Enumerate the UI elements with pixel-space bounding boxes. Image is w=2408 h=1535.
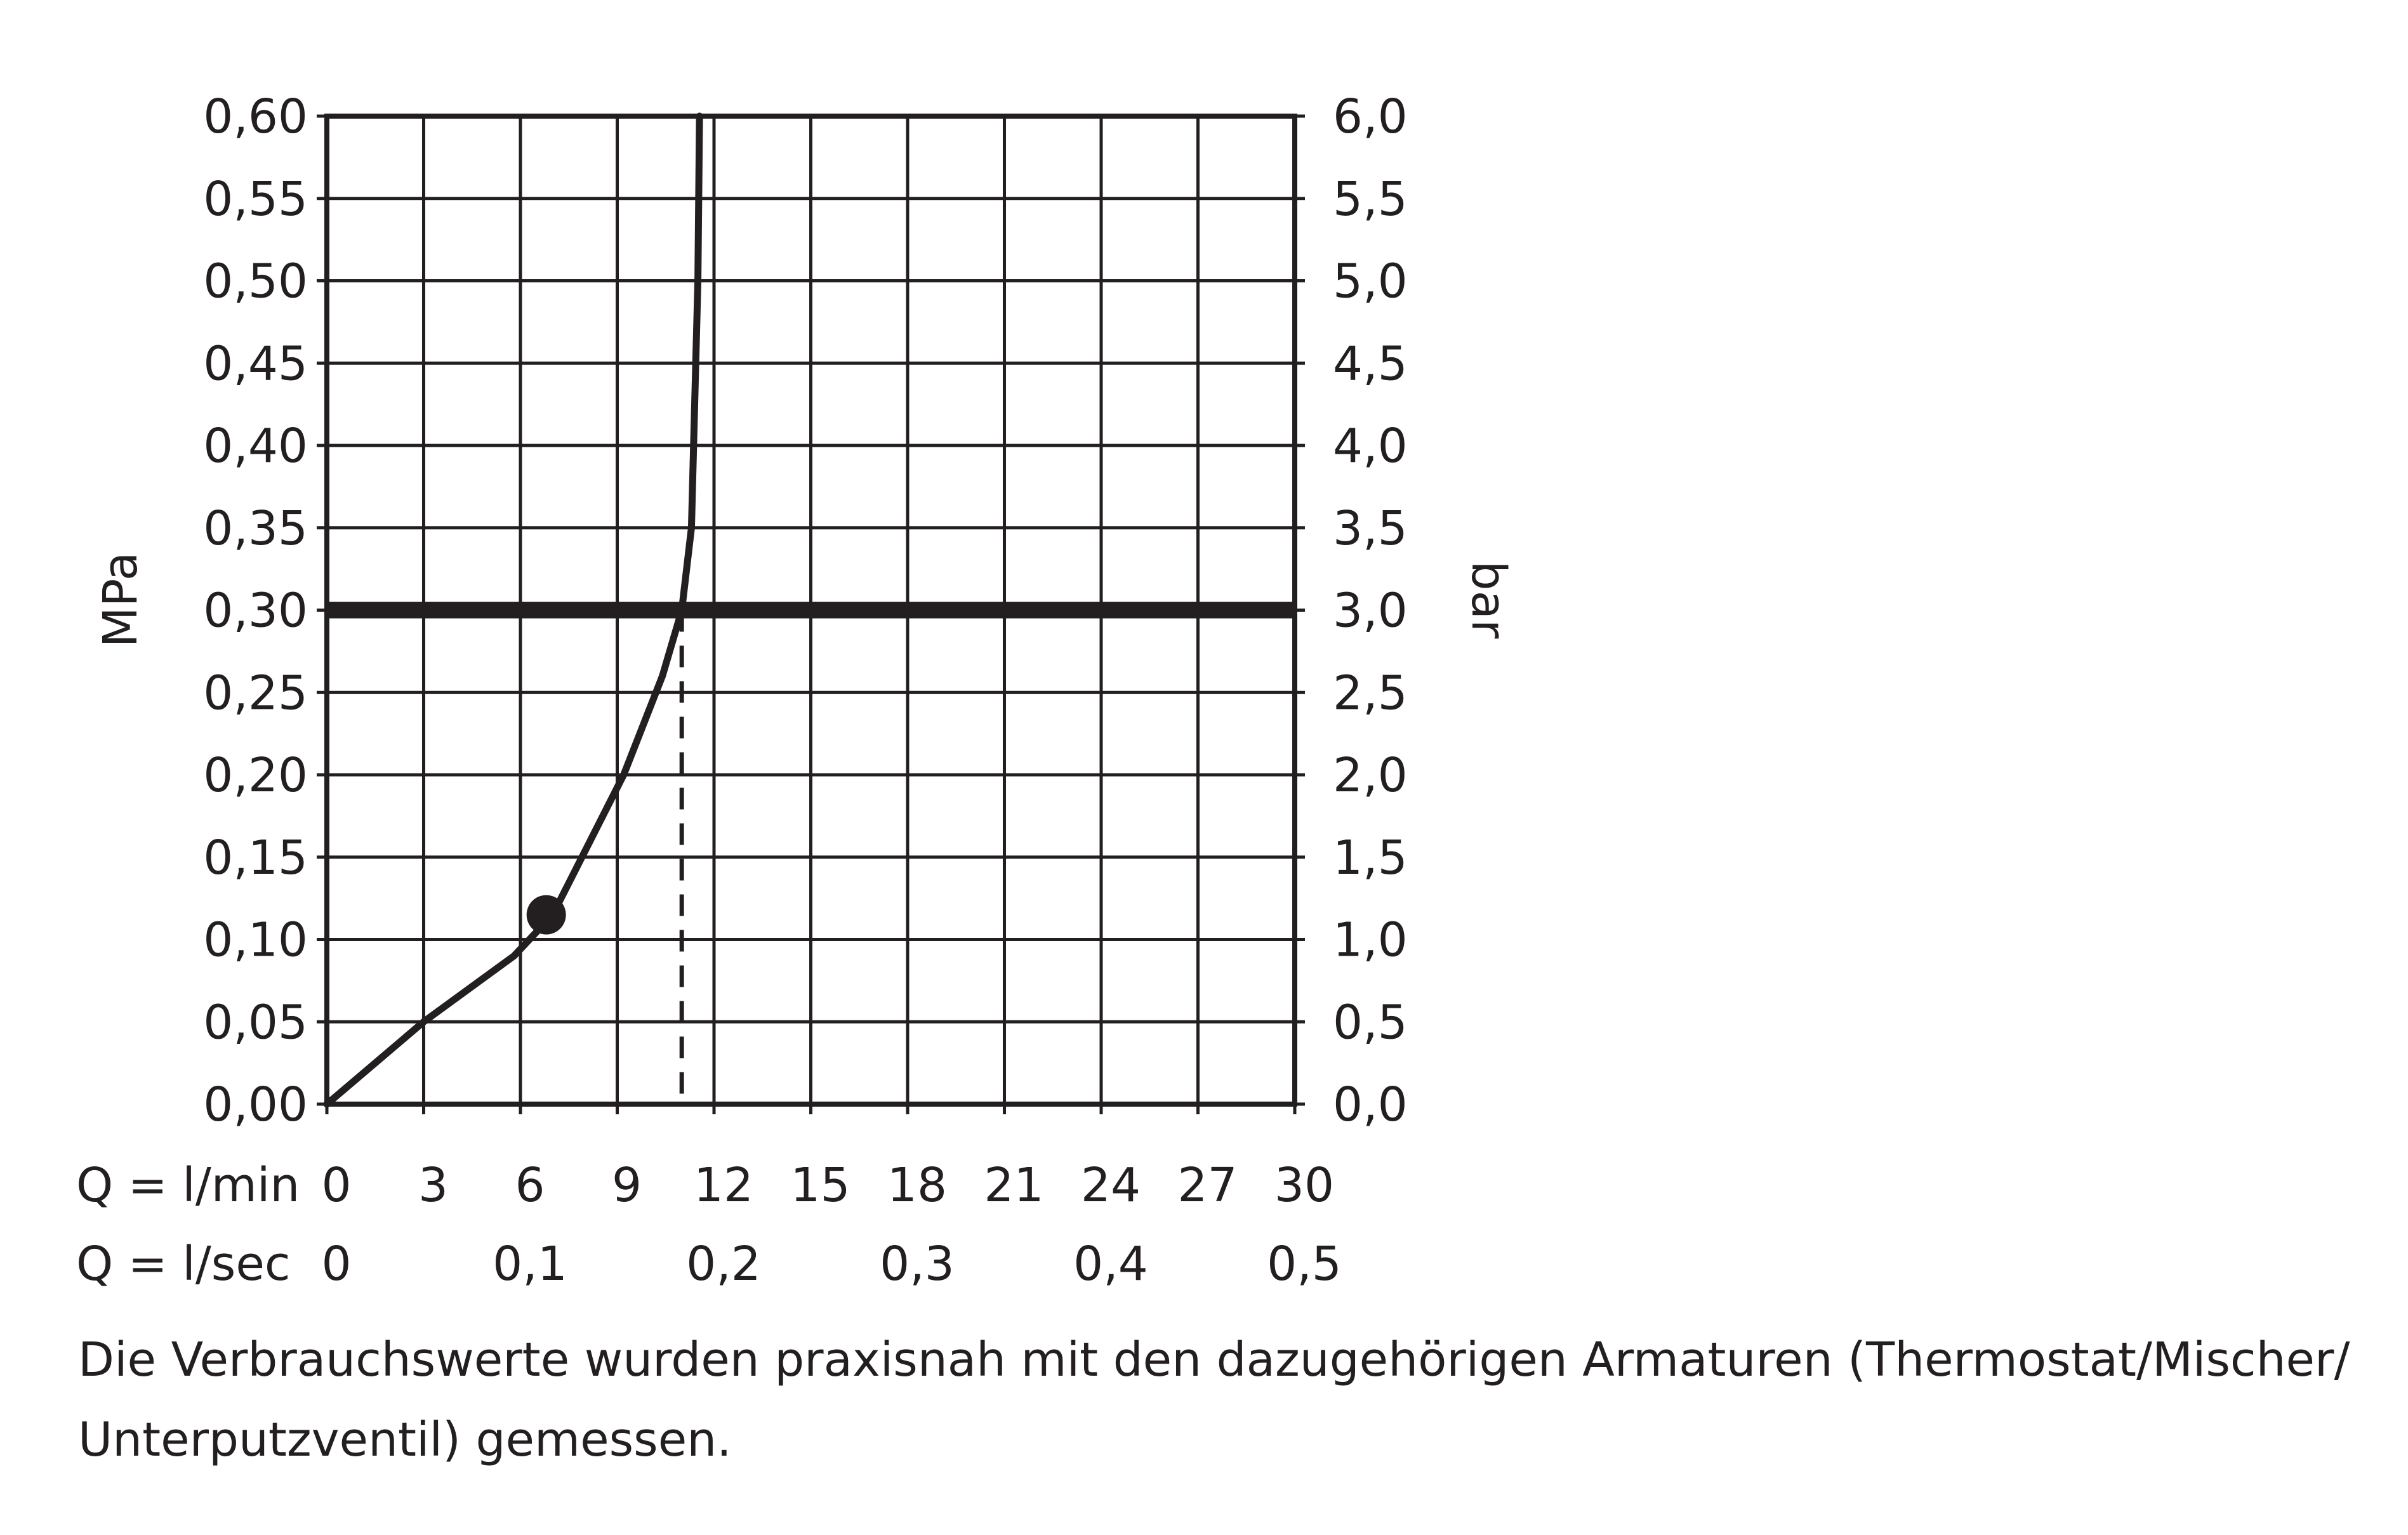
y-tick-label-mpa: 0,25 — [203, 666, 308, 720]
x-tick-label-lsec: 0,2 — [686, 1237, 761, 1291]
x-tick-label-lmin: 21 — [984, 1158, 1043, 1213]
y-tick-label-bar: 1,0 — [1333, 913, 1408, 968]
y-tick-label-bar: 4,5 — [1333, 336, 1408, 391]
y-tick-label-bar: 0,5 — [1333, 995, 1408, 1050]
y-tick-label-mpa: 0,15 — [203, 831, 308, 885]
x-tick-label-lmin: 30 — [1274, 1158, 1334, 1213]
y-tick-label-mpa: 0,10 — [203, 913, 308, 968]
x-tick-label-lsec: 0 — [321, 1237, 351, 1291]
x-tick-label-lmin: 12 — [694, 1158, 753, 1213]
y-tick-label-mpa: 0,35 — [203, 501, 308, 556]
x-tick-label-lsec: 0,5 — [1267, 1237, 1342, 1291]
y-tick-label-bar: 0,0 — [1333, 1077, 1408, 1132]
x-axis-label-lsec: Q = l/sec — [76, 1237, 291, 1291]
x-tick-label-lmin: 24 — [1081, 1158, 1141, 1213]
y-axis-label-bar: bar — [1461, 561, 1516, 639]
reference-lines — [327, 602, 1295, 1104]
x-tick-label-lmin: 0 — [321, 1158, 351, 1213]
y-tick-label-bar: 1,5 — [1333, 831, 1408, 885]
y-tick-label-mpa: 0,30 — [203, 584, 308, 638]
caption-line-1: Die Verbrauchswerte wurden praxisnah mit… — [78, 1333, 2350, 1387]
y-tick-label-bar: 5,0 — [1333, 254, 1408, 309]
y-tick-label-bar: 5,5 — [1333, 172, 1408, 227]
y-axis-label-mpa: MPa — [93, 552, 148, 648]
series-line — [323, 112, 703, 1108]
x-tick-labels: 0 3 6 9 12 15 18 21 24 27 30 0 0,1 0,2 0,3 0,4 0,5 — [321, 1158, 1341, 1291]
y-tick-label-bar: 6,0 — [1333, 89, 1408, 144]
y-tick-label-bar: 3,5 — [1333, 501, 1408, 556]
x-tick-label-lmin: 9 — [612, 1158, 642, 1213]
x-tick-label-lmin: 27 — [1177, 1158, 1237, 1213]
y-tick-label-mpa: 0,50 — [203, 254, 308, 309]
series-group — [323, 112, 703, 1108]
y-tick-label-mpa: 0,60 — [203, 89, 308, 144]
x-tick-label-lmin: 6 — [515, 1158, 545, 1213]
axis-ticks — [317, 114, 1305, 1114]
y-tick-label-bar: 2,0 — [1333, 748, 1408, 803]
y-tick-labels-bar: 0,0 0,5 1,0 1,5 2,0 2,5 3,0 3,5 4,0 4,5 5,0 5,5 6,0 — [1333, 89, 1408, 1132]
y-tick-label-mpa: 0,45 — [203, 336, 308, 391]
x-tick-label-lsec: 0,3 — [880, 1237, 955, 1291]
y-tick-label-mpa: 0,20 — [203, 748, 308, 803]
y-tick-label-bar: 4,0 — [1333, 419, 1408, 473]
x-tick-label-lsec: 0,4 — [1073, 1237, 1148, 1291]
x-tick-label-lmin: 18 — [887, 1158, 947, 1213]
y-tick-label-mpa: 0,55 — [203, 172, 308, 227]
operating-point-marker — [526, 895, 566, 935]
x-tick-label-lmin: 3 — [418, 1158, 448, 1213]
caption-line-2: Unterputzventil) gemessen. — [78, 1413, 732, 1467]
x-tick-label-lmin: 15 — [790, 1158, 850, 1213]
y-tick-label-mpa: 0,00 — [203, 1077, 308, 1132]
y-tick-label-bar: 3,0 — [1333, 584, 1408, 638]
flow-pressure-chart: 0,000,050,100,150,200,250,300,350,400,45… — [76, 89, 1516, 1291]
y-tick-label-bar: 2,5 — [1333, 666, 1408, 720]
x-tick-label-lsec: 0,1 — [493, 1237, 567, 1291]
caption: Die Verbrauchswerte wurden praxisnah mit… — [78, 1320, 2363, 1480]
y-tick-label-mpa: 0,05 — [203, 995, 308, 1050]
y-tick-label-mpa: 0,40 — [203, 419, 308, 473]
y-tick-labels-mpa: 0,00 0,05 0,10 0,15 0,20 0,25 0,30 0,35 0,40 0,45… — [203, 89, 308, 1132]
x-axis-label-lmin: Q = l/min — [76, 1158, 300, 1213]
